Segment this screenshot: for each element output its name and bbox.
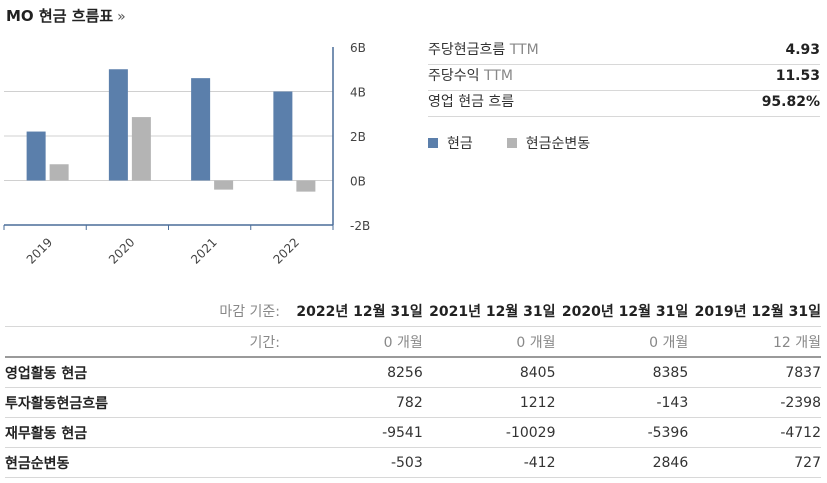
table-row: 영업활동 현금 8256 8405 8385 7837 (5, 357, 821, 388)
x-tick-label: 2022 (270, 235, 301, 266)
table-cell: -9541 (290, 417, 423, 448)
stat-label: 영업 현금 흐름 (428, 94, 515, 110)
y-tick-label: -2B (350, 219, 370, 233)
legend-swatch (428, 138, 438, 148)
bar (108, 69, 128, 181)
table-cell: -412 (422, 447, 556, 478)
legend-label: 현금 (447, 136, 473, 152)
stat-value: 4.93 (785, 42, 820, 58)
bar (214, 180, 234, 190)
x-tick-label: 2019 (24, 235, 55, 266)
row-name: 재무활동 현금 (5, 417, 290, 448)
chart-legend: 현금 현금순변동 (428, 133, 590, 153)
period-label: 기간: (5, 326, 290, 358)
table-cell: -5396 (555, 417, 689, 448)
bar (131, 117, 151, 181)
legend-item-net-change: 현금순변동 (506, 133, 591, 153)
stat-label: 주당현금흐름 (428, 42, 506, 58)
period-cell: 0 개월 (555, 326, 689, 358)
stat-row-eps: 주당수익 TTM 11.53 (428, 65, 820, 91)
legend-label: 현금순변동 (525, 136, 591, 152)
table-cell: -503 (290, 447, 423, 478)
page-title-text: MO 현금 흐름표 (6, 7, 114, 25)
column-header: 2021년 12월 31일 (422, 296, 556, 327)
table-cell: 2846 (555, 447, 689, 478)
table-cell: 8385 (555, 357, 689, 388)
bar (49, 164, 69, 181)
y-tick-label: 6B (350, 41, 366, 55)
table-row: 투자활동현금흐름 782 1212 -143 -2398 (5, 387, 821, 418)
bar (296, 180, 316, 192)
row-name: 현금순변동 (5, 447, 290, 478)
y-tick-label: 0B (350, 175, 366, 189)
row-name: 투자활동현금흐름 (5, 387, 290, 418)
column-header: 2019년 12월 31일 (688, 296, 821, 327)
table-cell: 1212 (422, 387, 556, 418)
table-cell: 8405 (422, 357, 556, 388)
cash-flow-table: 마감 기준: 2022년 12월 31일 2021년 12월 31일 2020년… (5, 296, 821, 478)
cash-flow-chart: 6B 4B 2B 0B -2B 2019 2020 2021 2022 (3, 41, 370, 267)
bar (273, 91, 293, 181)
table-cell: 7837 (688, 357, 821, 388)
table-row: 재무활동 현금 -9541 -10029 -5396 -4712 (5, 417, 821, 448)
legend-item-cash: 현금 (428, 133, 473, 153)
table-row: 현금순변동 -503 -412 2846 727 (5, 447, 821, 478)
page-title[interactable]: MO 현금 흐름표» (6, 5, 126, 26)
column-header: 2022년 12월 31일 (290, 296, 423, 327)
x-tick-label: 2021 (188, 235, 219, 266)
stat-row-operating-cash-flow: 영업 현금 흐름 95.82% (428, 91, 820, 117)
stats-panel: 주당현금흐름 TTM 4.93 주당수익 TTM 11.53 영업 현금 흐름 … (428, 39, 820, 117)
stat-row-cash-per-share: 주당현금흐름 TTM 4.93 (428, 39, 820, 65)
legend-swatch (506, 138, 517, 148)
stat-label: 주당수익 (428, 68, 480, 84)
y-tick-label: 2B (350, 130, 366, 144)
table-period-row: 기간: 0 개월 0 개월 0 개월 12 개월 (5, 326, 821, 358)
period-cell: 0 개월 (290, 326, 423, 358)
table-cell: -10029 (422, 417, 556, 448)
table-header-row: 마감 기준: 2022년 12월 31일 2021년 12월 31일 2020년… (5, 296, 821, 327)
table-cell: -2398 (688, 387, 821, 418)
stat-suffix: TTM (509, 42, 539, 58)
table-cell: -143 (555, 387, 689, 418)
column-header: 2020년 12월 31일 (555, 296, 689, 327)
bar (191, 78, 211, 181)
x-tick-label: 2020 (106, 235, 137, 266)
table-cell: 727 (688, 447, 821, 478)
period-end-label: 마감 기준: (5, 296, 290, 327)
stat-suffix: TTM (483, 68, 513, 84)
period-cell: 0 개월 (422, 326, 556, 358)
bar (26, 131, 46, 181)
stat-value: 11.53 (775, 68, 820, 84)
stat-value: 95.82% (761, 94, 820, 110)
period-cell: 12 개월 (688, 326, 821, 358)
table-cell: 8256 (290, 357, 423, 388)
row-name: 영업활동 현금 (5, 357, 290, 388)
expand-arrow-icon[interactable]: » (117, 9, 126, 25)
y-tick-label: 4B (350, 86, 366, 100)
table-cell: 782 (290, 387, 423, 418)
table-cell: -4712 (688, 417, 821, 448)
